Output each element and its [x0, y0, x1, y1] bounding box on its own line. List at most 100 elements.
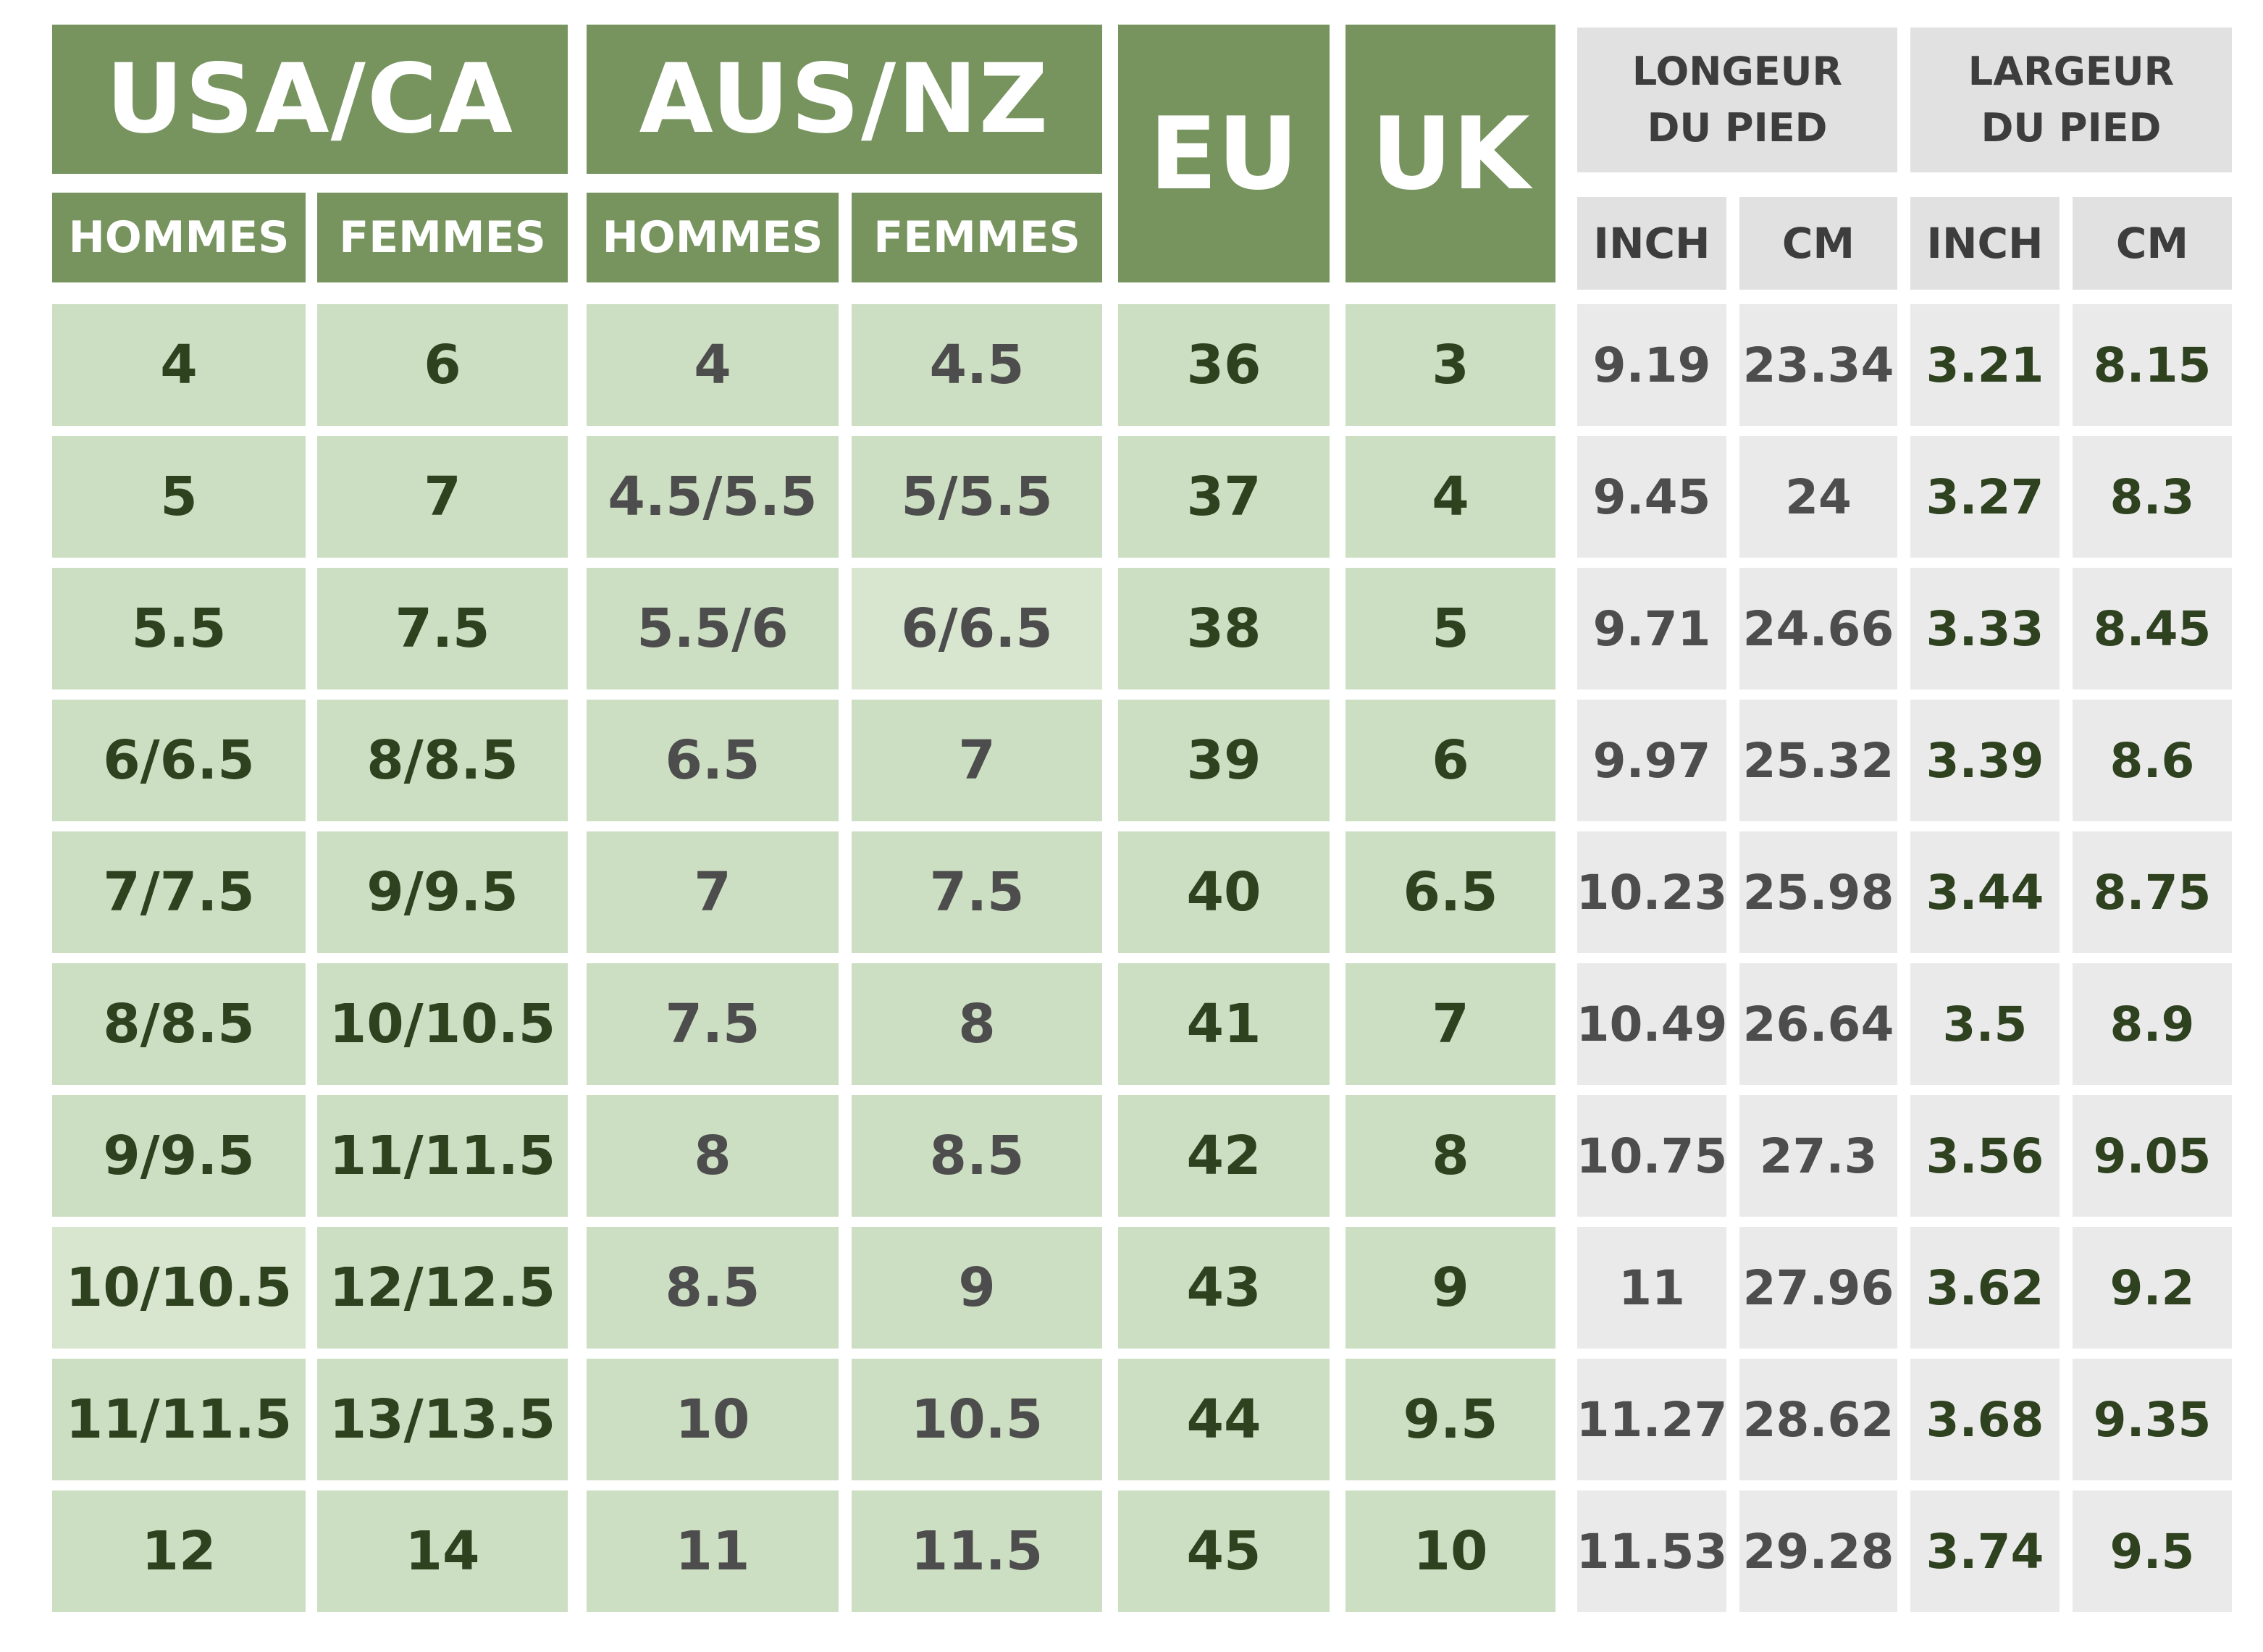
width-inch-cell: 3.44: [1910, 831, 2060, 953]
aus-men-cell: 6.5: [587, 700, 839, 821]
eu-cell: 41: [1118, 963, 1330, 1085]
eu-cell: 45: [1118, 1490, 1330, 1612]
width-cm-cell: 9.05: [2073, 1095, 2232, 1217]
length-cm-cell: 29.28: [1739, 1490, 1897, 1612]
uk-cell: 6: [1345, 700, 1555, 821]
usa-women-cell: 6: [317, 304, 568, 426]
aus-men-cell: 8.5: [587, 1227, 839, 1349]
aus-women-cell: 7: [852, 700, 1102, 821]
eu-cell: 44: [1118, 1359, 1330, 1480]
width-cm-cell: 9.5: [2073, 1490, 2232, 1612]
aus-women-cell: 8.5: [852, 1095, 1102, 1217]
usa-men-cell: 6/6.5: [52, 700, 306, 821]
uk-cell: 9: [1345, 1227, 1555, 1349]
aus-men-header: HOMMES: [587, 193, 839, 282]
width-inch-cell: 3.33: [1910, 568, 2060, 689]
width-inch-cell: 3.68: [1910, 1359, 2060, 1480]
width-cm-cell: 8.6: [2073, 700, 2232, 821]
length-cm-header: CM: [1739, 197, 1897, 290]
usa-women-cell: 10/10.5: [317, 963, 568, 1085]
length-inch-header: INCH: [1577, 197, 1726, 290]
usa-women-header: FEMMES: [317, 193, 568, 282]
width-inch-cell: 3.21: [1910, 304, 2060, 426]
length-cm-cell: 25.98: [1739, 831, 1897, 953]
length-inch-cell: 9.71: [1577, 568, 1726, 689]
usa-women-cell: 13/13.5: [317, 1359, 568, 1480]
usa-men-cell: 11/11.5: [52, 1359, 306, 1480]
width-cm-cell: 9.2: [2073, 1227, 2232, 1349]
length-cm-cell: 26.64: [1739, 963, 1897, 1085]
length-inch-cell: 10.75: [1576, 1095, 1727, 1217]
aus-women-cell: 10.5: [852, 1359, 1102, 1480]
aus-men-cell: 5.5/6: [587, 568, 839, 689]
aus-men-cell: 4: [587, 304, 839, 426]
width-inch-header: INCH: [1910, 197, 2060, 290]
length-inch-cell: 11.27: [1576, 1359, 1727, 1480]
uk-cell: 6.5: [1345, 831, 1555, 953]
eu-cell: 42: [1118, 1095, 1330, 1217]
width-cm-cell: 8.45: [2073, 568, 2232, 689]
length-cm-cell: 27.3: [1739, 1095, 1897, 1217]
uk-cell: 3: [1345, 304, 1555, 426]
length-cm-cell: 28.62: [1739, 1359, 1897, 1480]
usa-women-cell: 11/11.5: [317, 1095, 568, 1217]
aus-men-cell: 11: [587, 1490, 839, 1612]
eu-cell: 43: [1118, 1227, 1330, 1349]
length-inch-cell: 11.53: [1576, 1490, 1727, 1612]
width-cm-cell: 8.75: [2073, 831, 2232, 953]
width-inch-cell: 3.5: [1910, 963, 2060, 1085]
usa-ca-header: USA/CA: [52, 25, 568, 174]
aus-men-cell: 7.5: [587, 963, 839, 1085]
length-cm-cell: 27.96: [1739, 1227, 1897, 1349]
uk-cell: 9.5: [1345, 1359, 1555, 1480]
usa-women-cell: 9/9.5: [317, 831, 568, 953]
width-cm-cell: 9.35: [2073, 1359, 2232, 1480]
length-inch-cell: 10.49: [1576, 963, 1727, 1085]
usa-men-cell: 8/8.5: [52, 963, 306, 1085]
length-cm-cell: 25.32: [1739, 700, 1897, 821]
uk-cell: 10: [1345, 1490, 1555, 1612]
aus-women-header: FEMMES: [852, 193, 1102, 282]
length-inch-cell: 9.45: [1577, 436, 1726, 558]
eu-cell: 40: [1118, 831, 1330, 953]
width-inch-cell: 3.56: [1910, 1095, 2060, 1217]
foot-length-label: LONGEUR DU PIED: [1632, 49, 1843, 151]
aus-women-cell: 4.5: [852, 304, 1102, 426]
width-inch-cell: 3.27: [1910, 436, 2060, 558]
uk-cell: 8: [1345, 1095, 1555, 1217]
length-cm-cell: 24.66: [1739, 568, 1897, 689]
usa-men-cell: 7/7.5: [52, 831, 306, 953]
width-cm-cell: 8.9: [2073, 963, 2232, 1085]
length-inch-cell: 9.97: [1577, 700, 1726, 821]
eu-header: EU: [1118, 25, 1330, 282]
usa-women-cell: 7: [317, 436, 568, 558]
aus-women-cell: 5/5.5: [852, 436, 1102, 558]
aus-men-cell: 8: [587, 1095, 839, 1217]
usa-women-cell: 8/8.5: [317, 700, 568, 821]
usa-women-cell: 14: [317, 1490, 568, 1612]
length-cm-cell: 23.34: [1739, 304, 1897, 426]
aus-men-cell: 4.5/5.5: [587, 436, 839, 558]
aus-women-cell: 9: [852, 1227, 1102, 1349]
uk-cell: 7: [1345, 963, 1555, 1085]
width-cm-cell: 8.3: [2073, 436, 2232, 558]
usa-men-cell: 5.5: [52, 568, 306, 689]
uk-header: UK: [1345, 25, 1555, 282]
aus-women-cell: 8: [852, 963, 1102, 1085]
foot-width-header: LARGEUR DU PIED: [1910, 28, 2232, 172]
width-inch-cell: 3.74: [1910, 1490, 2060, 1612]
usa-women-cell: 7.5: [317, 568, 568, 689]
usa-men-cell: 12: [52, 1490, 306, 1612]
uk-cell: 5: [1345, 568, 1555, 689]
usa-women-cell: 12/12.5: [317, 1227, 568, 1349]
aus-women-cell: 11.5: [852, 1490, 1102, 1612]
usa-men-cell: 5: [52, 436, 306, 558]
width-inch-cell: 3.39: [1910, 700, 2060, 821]
uk-cell: 4: [1345, 436, 1555, 558]
length-inch-cell: 10.23: [1576, 831, 1727, 953]
aus-men-cell: 7: [587, 831, 839, 953]
usa-men-cell: 9/9.5: [52, 1095, 306, 1217]
eu-cell: 38: [1118, 568, 1330, 689]
eu-cell: 39: [1118, 700, 1330, 821]
aus-nz-header: AUS/NZ: [587, 25, 1102, 174]
